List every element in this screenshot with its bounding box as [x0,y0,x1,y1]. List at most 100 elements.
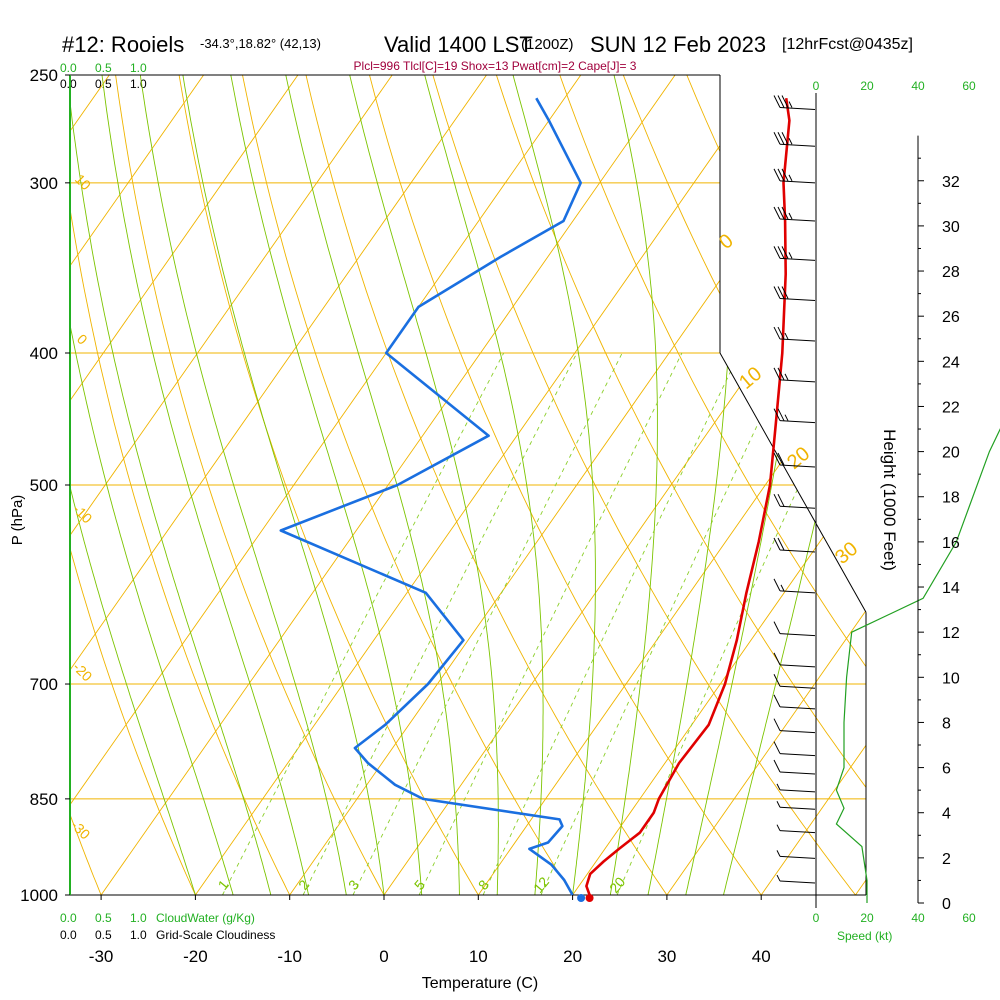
wind-barb-feather [777,408,785,421]
isotherm [70,75,510,895]
wind-barb-feather [777,168,785,182]
isotherm [855,75,866,895]
mixing-ratio-line [418,352,683,895]
moist-adiabat [594,75,658,895]
dry-adiabat [70,75,305,895]
dry-adiabat [457,75,866,895]
wind-barb [773,326,816,342]
cloudwater-scale-top-1: 0.5 [95,61,112,75]
wind-barb-staff [779,218,816,222]
chart-title: #12: Rooiels [62,32,184,57]
wind-barb-half-feather [776,850,781,857]
cloudwater-scale-top-0: 0.0 [60,61,77,75]
height-tick-label: 14 [942,580,960,597]
wind-barb-staff [779,685,816,689]
wind-barb-staff [779,180,816,184]
wind-barb-half-feather [780,584,785,592]
mixing-ratio-line [222,352,505,895]
isotherm [70,75,605,895]
theta-label: 0 [715,230,738,254]
isotherm [70,75,227,895]
height-tick-label: 32 [942,174,960,191]
wind-barb-feather [781,206,789,220]
isotherm [572,75,866,895]
theta-label: 20 [783,443,814,474]
dry-adiabat [636,75,866,895]
wind-barb-half-feather [776,800,781,808]
wind-barb-staff [779,338,816,342]
wind-barb-half-feather [788,138,793,145]
y-tick-label: 250 [30,66,58,85]
moist-adiabat [647,75,733,895]
isotherm [289,75,866,895]
x-tick-label: 10 [469,947,488,966]
wind-barb-half-feather [788,101,793,108]
height-tick-label: 0 [942,896,951,913]
x-tick-label: 0 [379,947,388,966]
dry-adiabat [279,75,688,895]
wind-barb [773,718,816,734]
wind-barb [776,874,816,884]
wind-barb-staff [779,505,816,509]
wind-barb-staff [779,789,816,793]
dry-adiabat [338,75,783,895]
wind-barb [773,408,816,424]
height-tick-label: 20 [942,445,960,462]
x-tick-label: -30 [89,947,114,966]
wind-barb-feather [773,326,781,340]
y-axis-label: P (hPa) [9,495,26,546]
wind-barb-half-feather [776,824,781,831]
isotherm [70,75,133,895]
wind-barb [773,286,816,301]
wind-barb-feather [777,493,785,507]
speed-scale-bottom-20: 20 [860,911,874,925]
isotherm [70,75,699,895]
wind-barb [773,621,816,637]
mixing-ratio-label: 3 [345,877,362,893]
wind-barb-feather [777,286,785,299]
height-tick-label: 18 [942,490,960,507]
isotherm-label: 10 [72,171,94,193]
wind-barb [773,132,816,147]
stability-indices: Plcl=996 Tlcl[C]=19 Shox=13 Pwat[cm]=2 C… [354,59,637,73]
wind-barb-feather [781,168,789,182]
isotherm-label: -20 [70,659,96,685]
speed-scale-top-40: 40 [911,79,925,93]
wind-barb [773,578,816,594]
isotherm-label: -30 [68,817,94,843]
wind-barb-feather [773,741,781,754]
dry-adiabat [219,75,592,895]
wind-barb-staff [779,771,816,775]
surface-temperature-marker [585,894,594,902]
wind-barb-feather [773,168,781,182]
wind-barb-feather [773,694,781,708]
wind-barb-staff [779,806,816,810]
wind-barb [776,850,816,859]
wind-barb-feather [777,246,785,259]
plot-border-diagonal [719,352,867,613]
wind-barb-feather [773,132,781,145]
wind-barb-feather [773,452,781,466]
wind-barb-staff [779,257,816,261]
speed-scale-top-20: 20 [860,79,874,93]
wind-barb [773,652,816,668]
mixing-ratio-label: 2 [295,877,312,893]
x-tick-label: 30 [657,947,676,966]
dry-adiabat [70,75,210,895]
wind-barb [773,493,816,509]
moist-adiabat [70,75,272,895]
wind-barb-staff [779,880,816,884]
wind-speed-profile [835,428,1000,903]
mixing-ratio-line [540,352,793,895]
isotherm [195,75,866,895]
wind-barb-feather [777,537,785,551]
height-tick-label: 4 [942,806,951,823]
wind-barb [773,674,816,689]
wind-barb-half-feather [776,783,781,791]
wind-barb-half-feather [784,373,789,381]
wind-barb-feather [773,286,781,299]
height-tick-label: 30 [942,219,960,236]
wind-barb [773,759,816,775]
